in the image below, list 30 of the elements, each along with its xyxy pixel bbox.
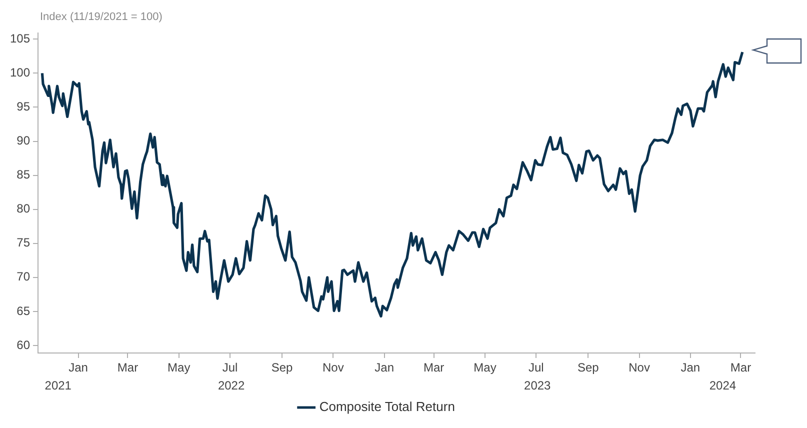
text: 2022 xyxy=(218,378,245,392)
text: 2021 xyxy=(44,378,72,392)
x-tick-label: Jul xyxy=(528,360,544,375)
y-tick-label: 85 xyxy=(16,168,30,182)
x-tick-label: Jul xyxy=(222,360,238,375)
y-axis-title: Index (11/19/2021 = 100) xyxy=(40,11,162,23)
y-tick-label: 105 xyxy=(10,31,30,46)
text: 2023 xyxy=(524,378,552,392)
y-tick-label: 65 xyxy=(16,304,30,318)
x-tick-label: May xyxy=(168,360,190,375)
x-tick-label: Mar xyxy=(423,360,444,375)
x-tick-label: Jan xyxy=(374,360,394,375)
y-tick-label: 75 xyxy=(16,236,30,250)
x-tick-label: Jan xyxy=(68,360,88,375)
y-tick-label: 90 xyxy=(16,134,30,148)
y-tick-label: 60 xyxy=(16,338,30,352)
x-tick-label: Sep xyxy=(577,360,600,375)
x-tick-label: Sep xyxy=(271,360,294,375)
legend-label: Composite Total Return xyxy=(319,399,455,414)
x-tick-label: Jan xyxy=(680,360,700,375)
y-tick-label: 80 xyxy=(16,202,30,216)
y-tick-label: 95 xyxy=(16,100,30,114)
x-tick-label: Mar xyxy=(117,360,138,375)
x-tick-label: Nov xyxy=(322,360,344,375)
x-tick-label: May xyxy=(474,360,496,375)
x-tick-label: Mar xyxy=(730,360,752,375)
y-tick-label: 100 xyxy=(10,65,30,80)
text: 2024 xyxy=(709,378,736,392)
y-tick-label: 70 xyxy=(16,270,30,284)
x-tick-label: Nov xyxy=(628,360,650,375)
